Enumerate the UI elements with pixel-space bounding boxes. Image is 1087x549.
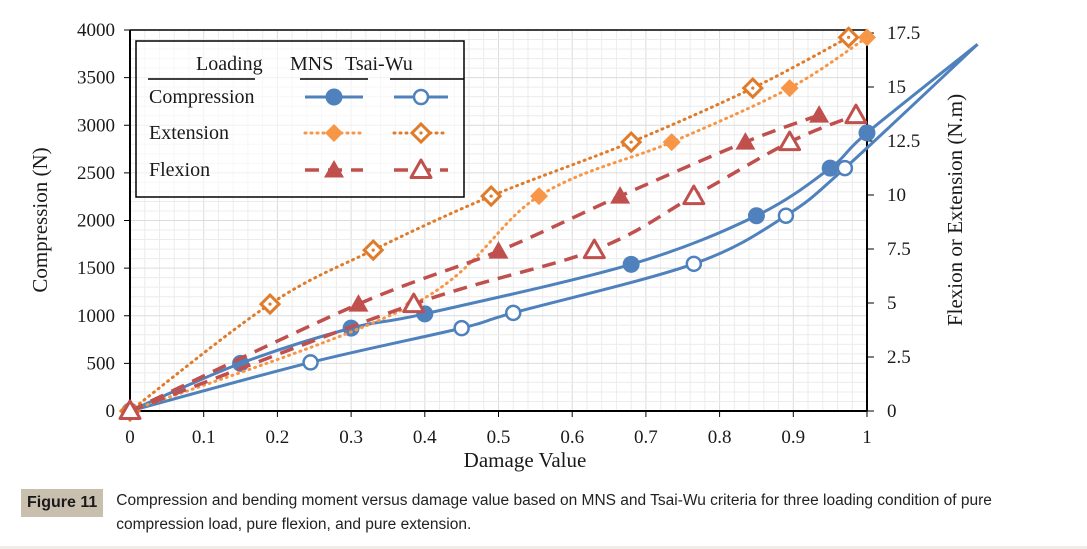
- series-extension-mns-marker: [530, 187, 549, 206]
- legend-header-tsai-wu: Tsai-Wu: [345, 53, 413, 75]
- series-extension-mns-marker: [662, 133, 681, 152]
- bottom-divider: [0, 546, 1087, 549]
- series-compression-mns-line: [129, 43, 979, 413]
- y-tick-label: 0: [106, 401, 116, 422]
- y2-tick-label: 7.5: [887, 239, 911, 260]
- x-tick-label: 0.8: [708, 427, 732, 448]
- y2-tick-label: 5: [887, 293, 897, 314]
- legend: Loading MNS Tsai-Wu Compression Extension Fle…: [135, 40, 465, 198]
- legend-header-loading: Loading: [196, 53, 263, 75]
- figure-caption: Figure 11 Compression and bending moment…: [21, 489, 1056, 537]
- y-tick-label: 2500: [77, 163, 115, 184]
- series-compression-tsai-wu-marker: [302, 354, 319, 371]
- y2-axis-title: Flexion or Extension (N.m): [943, 94, 967, 326]
- series-extension-mns-marker: [780, 79, 799, 98]
- series-extension-tsai-wu-marker-dot: [371, 248, 375, 252]
- y2-tick-label: 12.5: [887, 131, 920, 152]
- series-compression-tsai-wu-marker: [504, 304, 522, 322]
- series-flexion-tsai-wu-marker: [778, 130, 802, 152]
- series-flexion-mns-marker: [610, 186, 631, 204]
- legend-row-label: Compression: [149, 86, 255, 108]
- series-compression-mns-marker: [858, 124, 876, 142]
- legend-row-label: Flexion: [149, 159, 210, 181]
- x-tick-label: 1: [862, 427, 872, 448]
- legend-swatch-marker-dot: [419, 131, 423, 135]
- x-tick-label: 0.3: [339, 427, 363, 448]
- figure-badge: Figure 11: [21, 489, 104, 517]
- series-extension-tsai-wu-marker-dot: [268, 302, 272, 306]
- y-tick-label: 1500: [77, 258, 115, 279]
- y2-tick-label: 15: [887, 77, 906, 98]
- series-compression-tsai-wu-marker: [453, 319, 470, 337]
- series-flexion-mns-marker: [735, 132, 756, 150]
- y-tick-label: 3500: [77, 68, 115, 89]
- series-flexion-tsai-wu-marker: [844, 103, 868, 125]
- series-flexion-mns-marker: [348, 294, 369, 312]
- legend-swatch-marker: [412, 88, 430, 106]
- y2-tick-label: 0: [887, 401, 897, 422]
- series-extension-tsai-wu-marker-dot: [751, 86, 755, 90]
- legend-swatch-marker: [325, 88, 343, 106]
- legend-box: [135, 40, 465, 198]
- series-extension-tsai-wu-marker-dot: [846, 35, 851, 39]
- series-flexion-tsai-wu-marker: [682, 184, 706, 206]
- x-tick-label: 0.2: [266, 427, 290, 448]
- figure-caption-text: Compression and bending moment versus da…: [116, 492, 992, 533]
- legend-swatch-marker: [325, 124, 343, 142]
- y-tick-label: 500: [87, 353, 116, 374]
- legend-row-label: Extension: [149, 122, 229, 144]
- series-compression-mns-marker: [622, 255, 640, 273]
- tick-labels: 0 0.1 0.2 0.3 0.4 0.5 0.6 0.7 0.8 0.9 105001000150…: [77, 20, 920, 448]
- series-extension-tsai-wu-marker-dot: [489, 194, 493, 198]
- y-tick-label: 2000: [77, 211, 115, 232]
- series-flexion-tsai-wu-marker: [402, 292, 426, 314]
- y-tick-label: 4000: [77, 20, 115, 41]
- series-flexion-mns-marker: [809, 105, 830, 123]
- series-compression-tsai-wu-marker: [685, 255, 703, 273]
- legend-header-mns: MNS: [290, 53, 333, 75]
- x-tick-label: 0: [125, 427, 135, 448]
- y-axis-title: Compression (N): [28, 147, 52, 292]
- x-tick-label: 0.6: [560, 427, 584, 448]
- x-tick-label: 0.9: [781, 427, 805, 448]
- series-compression-mns-marker: [747, 207, 765, 225]
- series-compression-tsai-wu-marker: [836, 159, 854, 177]
- x-tick-label: 0.5: [487, 427, 511, 448]
- series-layer: [118, 26, 979, 423]
- y2-tick-label: 2.5: [887, 347, 911, 368]
- y-tick-label: 3000: [77, 115, 115, 136]
- series-compression-mns-marker: [821, 159, 839, 177]
- series-flexion-tsai-wu-marker: [582, 238, 606, 260]
- series-extension-tsai-wu-marker-dot: [629, 140, 633, 144]
- legend-swatch-marker: [324, 160, 344, 178]
- y2-tick-label: 10: [887, 185, 906, 206]
- legend-swatch-marker: [409, 158, 433, 179]
- series-flexion-tsai-wu-marker: [118, 399, 142, 420]
- x-tick-label: 0.1: [192, 427, 216, 448]
- x-axis-title: Damage Value: [464, 448, 587, 472]
- chart: 0 0.1 0.2 0.3 0.4 0.5 0.6 0.7 0.8 0.9 105001000150…: [28, 20, 979, 472]
- series-compression-tsai-wu-marker: [777, 207, 795, 224]
- series-flexion-mns-marker: [488, 241, 509, 259]
- y-tick-label: 1000: [77, 306, 115, 327]
- series-extension-mns-marker: [858, 28, 876, 47]
- y2-tick-label: 17.5: [887, 23, 920, 44]
- x-tick-label: 0.4: [413, 427, 437, 448]
- x-tick-label: 0.7: [634, 427, 658, 448]
